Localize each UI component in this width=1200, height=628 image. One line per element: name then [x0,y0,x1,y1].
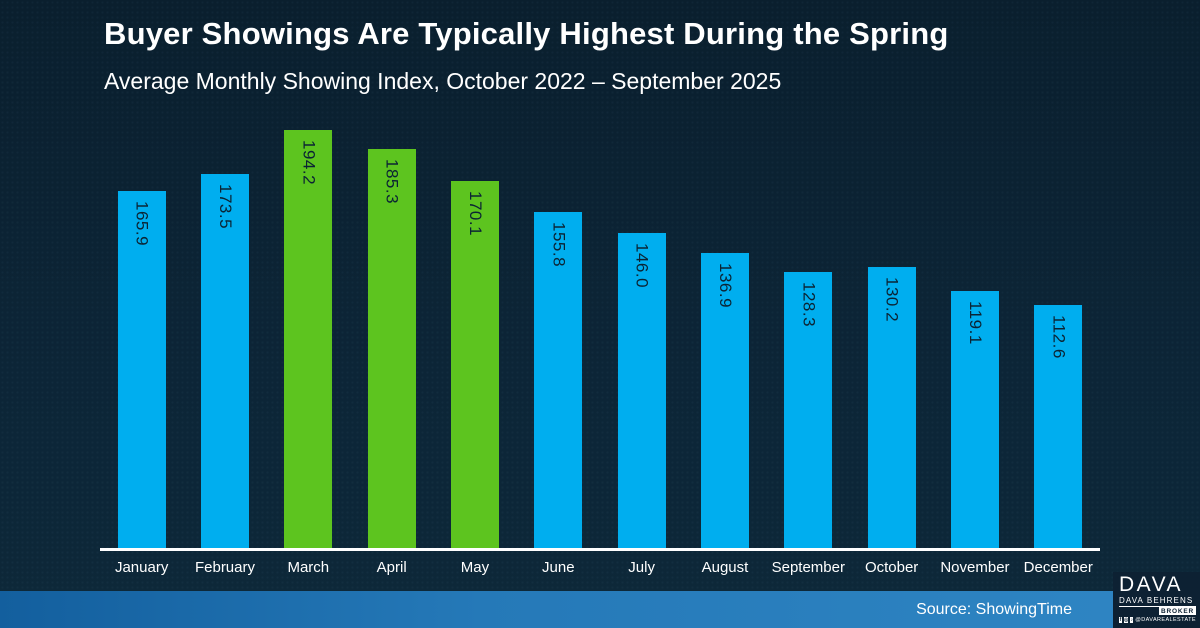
bar-value-january: 165.9 [132,200,152,246]
page-title: Buyer Showings Are Typically Highest Dur… [104,16,949,51]
month-label-march: March [287,559,330,576]
bar-column-february: 173.5 [183,120,266,548]
bar-october: 130.2 [867,267,916,548]
logo-social-handle: @DAVAREALESTATE [1135,617,1196,623]
bar-july: 146.0 [617,233,666,548]
month-label-october: October [864,559,919,576]
bar-column-january: 165.9 [100,120,183,548]
bar-june: 155.8 [534,212,583,548]
bar-value-october: 130.2 [882,277,902,323]
logo-social-row: f ◎ ♪ @DAVAREALESTATE [1119,617,1196,623]
tiktok-icon: ♪ [1130,617,1134,623]
source-attribution: Source: ShowingTime [916,600,1072,618]
bar-september: 128.3 [784,271,833,548]
bar-column-june: 155.8 [517,120,600,548]
bar-december: 112.6 [1034,305,1083,548]
bar-april: 185.3 [367,148,416,548]
footer-band [0,591,1200,628]
bar-value-june: 155.8 [549,222,569,268]
page-subtitle: Average Monthly Showing Index, October 2… [104,68,782,94]
bar-value-december: 112.6 [1049,315,1069,360]
bar-column-november: 119.1 [933,120,1016,548]
bar-value-august: 136.9 [715,263,735,309]
bar-column-december: 112.6 [1017,120,1100,548]
month-label-january: January [114,559,169,576]
bar-value-february: 173.5 [215,184,235,230]
bar-value-september: 128.3 [799,281,819,327]
bar-column-may: 170.1 [433,120,516,548]
bar-column-march: 194.2 [267,120,350,548]
bar-value-april: 185.3 [382,158,402,204]
bar-august: 136.9 [700,253,749,548]
bar-february: 173.5 [200,174,249,548]
logo-role-row: BROKER [1119,606,1196,615]
bar-value-july: 146.0 [632,243,652,289]
bar-may: 170.1 [450,181,499,548]
bar-value-march: 194.2 [299,139,319,185]
logo-brand-text: DAVA [1119,573,1184,596]
bar-column-july: 146.0 [600,120,683,548]
bar-november: 119.1 [950,291,999,548]
bar-column-october: 130.2 [850,120,933,548]
month-label-august: August [701,559,749,576]
bar-value-may: 170.1 [465,191,485,237]
month-label-september: September [771,559,845,576]
month-label-may: May [460,559,490,576]
instagram-icon: ◎ [1123,617,1129,623]
bar-value-november: 119.1 [965,301,985,346]
logo-role-badge: BROKER [1159,607,1196,615]
months-row: January February March April May June July Augu… [100,551,1100,576]
logo-broker-name: DAVA BEHRENS [1119,596,1194,605]
month-label-july: July [628,559,655,576]
month-label-december: December [1023,559,1093,576]
bars-row: 165.9 173.5 194.2 185.3 170.1 155.8 146.0 136.9… [100,120,1100,551]
bar-march: 194.2 [284,129,333,548]
bar-january: 165.9 [117,190,166,548]
facebook-icon: f [1119,617,1122,623]
brand-logo: DAVA DAVA BEHRENS BROKER f ◎ ♪ @DAVAREAL… [1113,572,1200,628]
bar-chart: 165.9 173.5 194.2 185.3 170.1 155.8 146.0 136.9… [100,120,1100,576]
bar-column-september: 128.3 [767,120,850,548]
month-label-june: June [542,559,575,576]
month-label-april: April [376,559,407,576]
bar-column-august: 136.9 [683,120,766,548]
month-label-february: February [194,559,255,576]
month-label-november: November [940,559,1010,576]
bar-column-april: 185.3 [350,120,433,548]
